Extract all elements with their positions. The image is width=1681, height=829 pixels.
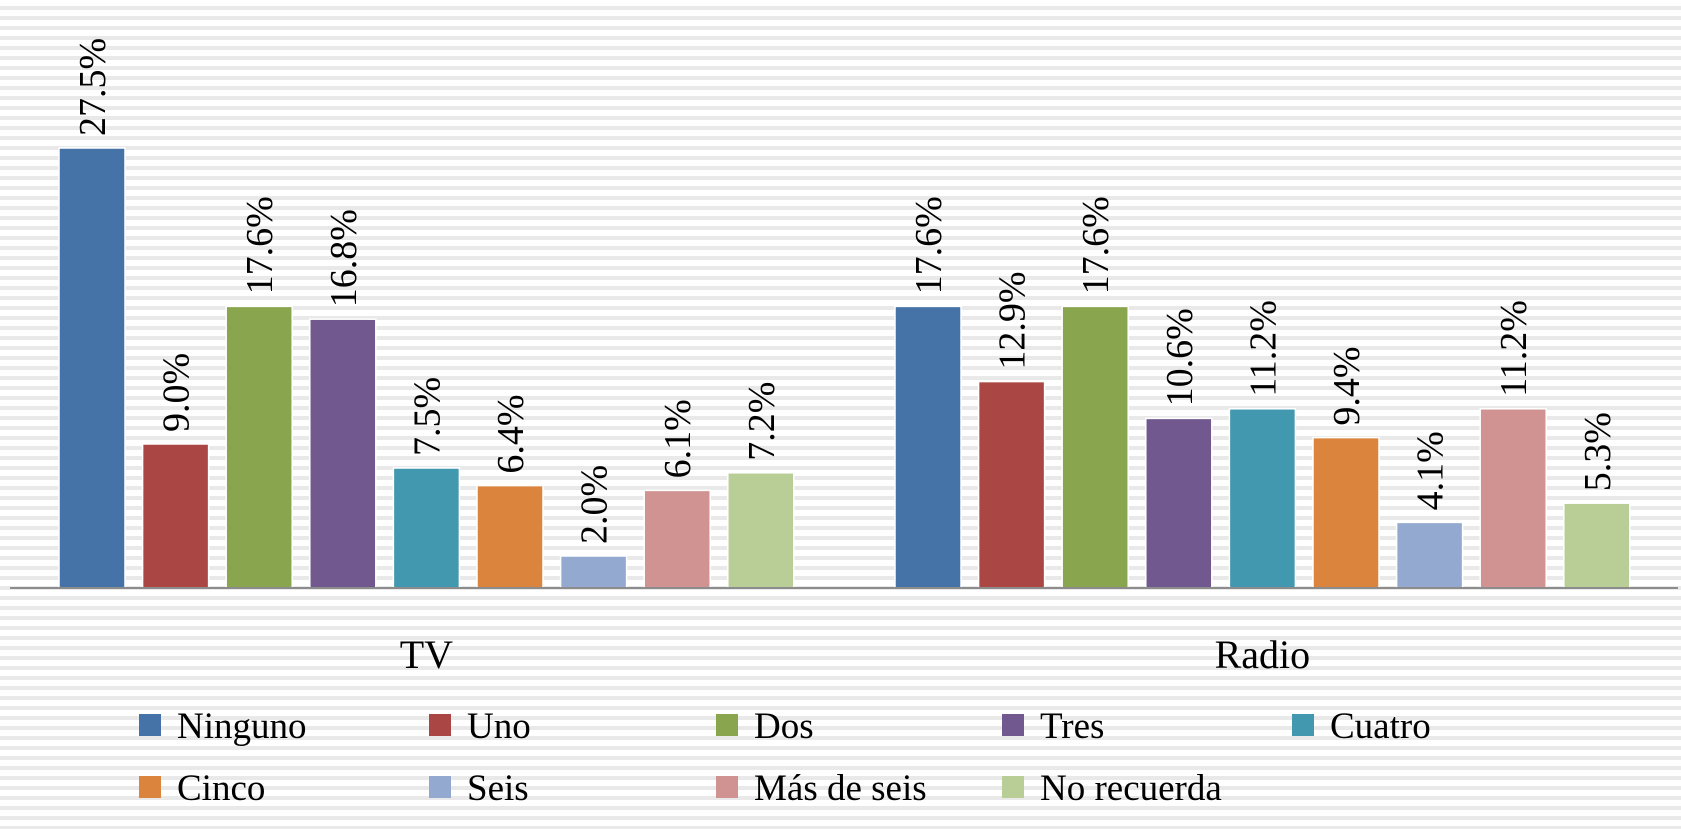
bar bbox=[727, 472, 795, 589]
legend-swatch bbox=[1292, 714, 1314, 736]
data-label: 16.8% bbox=[323, 209, 365, 307]
legend-swatch bbox=[139, 714, 161, 736]
data-label: 10.6% bbox=[1159, 308, 1201, 406]
data-label: 17.6% bbox=[908, 196, 950, 294]
bar bbox=[559, 555, 628, 589]
legend-swatch bbox=[139, 776, 161, 798]
bar bbox=[1479, 408, 1547, 589]
bar bbox=[392, 467, 461, 589]
data-label: 11.2% bbox=[1242, 300, 1284, 397]
bar bbox=[225, 305, 293, 589]
x-tick-label: Radio bbox=[1215, 632, 1311, 677]
legend-swatch bbox=[1002, 714, 1024, 736]
bar bbox=[643, 489, 711, 589]
legend-label: Dos bbox=[754, 706, 814, 747]
bar bbox=[1563, 502, 1631, 589]
data-label: 17.6% bbox=[239, 196, 281, 294]
legend-label: Cinco bbox=[177, 768, 265, 809]
legend-label: Más de seis bbox=[754, 768, 927, 809]
legend-swatch bbox=[1002, 776, 1024, 798]
legend-swatch bbox=[429, 714, 451, 736]
legend-swatch bbox=[716, 776, 738, 798]
data-label: 6.1% bbox=[657, 399, 699, 478]
data-label: 27.5% bbox=[72, 38, 114, 136]
data-label: 7.5% bbox=[406, 377, 448, 456]
data-label: 11.2% bbox=[1493, 300, 1535, 397]
bar bbox=[141, 443, 210, 589]
x-tick-label: TV bbox=[400, 632, 453, 677]
bar bbox=[894, 305, 962, 589]
data-label: 9.0% bbox=[156, 353, 198, 432]
data-label: 4.1% bbox=[1410, 431, 1452, 510]
data-label: 7.2% bbox=[741, 382, 783, 461]
bar bbox=[1145, 417, 1213, 589]
legend-swatch bbox=[429, 776, 451, 798]
legend-label: No recuerda bbox=[1040, 768, 1222, 809]
data-label: 6.4% bbox=[490, 394, 532, 473]
bar bbox=[1061, 305, 1129, 589]
bar bbox=[1228, 408, 1297, 589]
bar bbox=[1312, 436, 1380, 589]
legend-label: Seis bbox=[467, 768, 529, 809]
legend-swatch bbox=[716, 714, 738, 736]
bar bbox=[476, 484, 544, 589]
legend-label: Tres bbox=[1040, 706, 1104, 747]
bar bbox=[309, 318, 377, 589]
data-label: 5.3% bbox=[1577, 412, 1619, 491]
legend-label: Cuatro bbox=[1330, 706, 1431, 747]
data-label: 2.0% bbox=[574, 465, 616, 544]
data-label: 12.9% bbox=[992, 271, 1034, 369]
bar bbox=[58, 147, 126, 589]
data-label: 9.4% bbox=[1326, 346, 1368, 425]
legend-label: Ninguno bbox=[177, 706, 307, 747]
bar bbox=[1395, 521, 1464, 589]
data-label: 17.6% bbox=[1075, 196, 1117, 294]
bar bbox=[977, 380, 1046, 589]
legend-label: Uno bbox=[467, 706, 531, 747]
